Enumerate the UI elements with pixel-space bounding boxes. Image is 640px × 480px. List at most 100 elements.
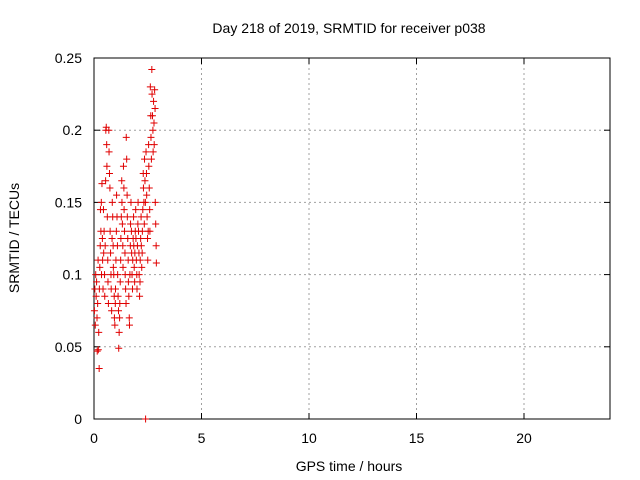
data-point <box>121 249 129 257</box>
y-tick-label: 0.25 <box>55 50 82 66</box>
data-point <box>150 141 158 149</box>
data-point <box>96 263 104 271</box>
axis-ticks: 0 0.05 0.1 0.15 0.2 0.25 0 5 10 15 20 <box>55 50 610 446</box>
data-point <box>119 242 127 250</box>
data-point <box>148 112 156 120</box>
data-point <box>152 259 160 267</box>
x-tick-label: 20 <box>516 430 532 446</box>
data-point <box>122 133 130 141</box>
data-point <box>93 278 101 286</box>
data-point <box>103 162 111 170</box>
data-point <box>112 227 120 235</box>
data-point <box>119 263 127 271</box>
x-axis-title: GPS time / hours <box>296 458 403 474</box>
data-point <box>147 133 155 141</box>
data-point <box>130 263 138 271</box>
data-point <box>93 347 101 355</box>
data-point <box>124 278 132 286</box>
data-point <box>141 155 149 163</box>
data-point <box>143 191 151 199</box>
data-point <box>114 271 122 279</box>
data-point <box>98 180 106 188</box>
data-point <box>103 141 111 149</box>
data-point <box>101 292 109 300</box>
data-point <box>137 235 145 242</box>
data-point <box>98 235 106 242</box>
data-point <box>99 206 107 214</box>
data-point <box>152 220 160 228</box>
x-tick-label: 15 <box>409 430 425 446</box>
data-point <box>104 299 112 307</box>
data-point <box>133 285 141 293</box>
data-point <box>120 206 128 214</box>
data-point <box>145 162 153 170</box>
y-tick-label: 0.1 <box>63 267 83 283</box>
data-point <box>136 292 144 300</box>
data-point <box>152 242 160 250</box>
x-tick-label: 10 <box>301 430 317 446</box>
plot-frame <box>93 57 611 420</box>
data-point <box>109 263 117 271</box>
data-point <box>140 220 148 228</box>
data-point <box>122 285 130 293</box>
data-point <box>116 278 124 286</box>
data-point <box>118 220 126 228</box>
data-point <box>118 198 126 206</box>
data-point <box>148 66 156 74</box>
data-point <box>147 155 155 163</box>
data-point <box>138 263 146 271</box>
data-point <box>112 285 119 293</box>
data-point <box>94 299 102 307</box>
data-point <box>104 256 112 264</box>
data-point <box>100 249 108 257</box>
data-point <box>125 292 133 300</box>
data-point <box>111 321 119 329</box>
data-point <box>95 364 103 372</box>
y-tick-label: 0.2 <box>63 122 83 138</box>
data-point <box>145 184 153 192</box>
x-tick-label: 0 <box>90 430 98 446</box>
data-point <box>93 314 101 322</box>
data-point <box>130 213 138 221</box>
grid-lines <box>94 58 610 419</box>
data-point <box>149 126 157 134</box>
data-point <box>101 242 109 250</box>
data-point <box>105 170 113 178</box>
data-point <box>146 83 154 91</box>
data-point <box>115 344 123 352</box>
x-tick-label: 5 <box>198 430 206 446</box>
data-point <box>99 285 107 293</box>
data-point <box>91 321 99 329</box>
data-point <box>119 162 127 170</box>
data-point <box>143 213 151 221</box>
data-point <box>108 198 116 206</box>
data-point <box>151 105 159 113</box>
data-point <box>141 177 149 185</box>
data-point <box>102 177 110 185</box>
data-point <box>106 184 114 192</box>
data-point <box>138 249 146 257</box>
data-point <box>150 97 158 105</box>
data-point <box>151 198 159 206</box>
data-point <box>141 198 149 206</box>
data-point <box>148 90 156 98</box>
data-point <box>90 307 98 315</box>
chart-title: Day 218 of 2019, SRMTID for receiver p03… <box>212 20 485 36</box>
data-point <box>116 299 124 307</box>
data-point <box>123 213 131 221</box>
data-point <box>144 256 152 264</box>
data-point <box>136 278 144 286</box>
data-point <box>114 292 122 300</box>
data-point <box>122 299 130 307</box>
data-point <box>113 191 121 199</box>
data-point <box>100 227 108 235</box>
data-point <box>120 184 128 192</box>
y-tick-label: 0.05 <box>55 339 82 355</box>
data-point <box>132 206 140 214</box>
data-point <box>125 321 133 329</box>
data-point <box>150 119 158 127</box>
data-point <box>115 307 123 315</box>
data-point <box>142 170 150 178</box>
data-point <box>94 346 102 354</box>
